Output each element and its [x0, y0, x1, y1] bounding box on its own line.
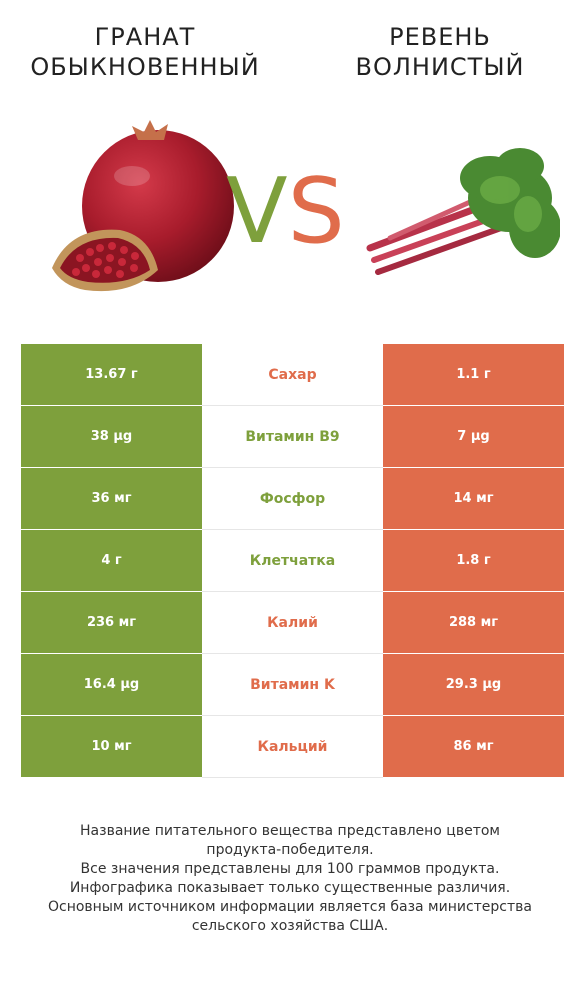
right-product-title: РЕВЕНЬ ВОЛНИСТЫЙ — [310, 22, 570, 82]
vs-s: S — [287, 159, 345, 264]
comparison-row: 38 µg Витамин B9 7 µg — [21, 405, 564, 468]
right-value: 7 µg — [383, 405, 564, 468]
footnote-line2: продукта-победителя. — [206, 842, 374, 858]
left-value: 4 г — [21, 529, 202, 592]
right-value: 29.3 µg — [383, 653, 564, 716]
comparison-row: 4 г Клетчатка 1.8 г — [21, 529, 564, 592]
vs-v: V — [226, 159, 288, 264]
left-value: 13.67 г — [21, 344, 202, 406]
left-value: 36 мг — [21, 467, 202, 530]
left-value: 10 мг — [21, 715, 202, 778]
right-value: 288 мг — [383, 591, 564, 654]
right-value: 14 мг — [383, 467, 564, 530]
left-title-line1: ГРАНАТ — [94, 23, 196, 51]
nutrient-name: Сахар — [202, 344, 383, 406]
comparison-row: 16.4 µg Витамин K 29.3 µg — [21, 653, 564, 716]
nutrient-name: Фосфор — [202, 467, 383, 530]
nutrient-name: Витамин B9 — [202, 405, 383, 468]
rhubarb-image — [366, 148, 560, 275]
footnote-line6: сельского хозяйства США. — [191, 918, 389, 934]
vs-label: VS — [226, 162, 356, 262]
right-title-line1: РЕВЕНЬ — [389, 23, 491, 51]
comparison-row: 36 мг Фосфор 14 мг — [21, 467, 564, 530]
right-value: 1.8 г — [383, 529, 564, 592]
nutrient-name: Витамин K — [202, 653, 383, 716]
pomegranate-image — [52, 120, 234, 292]
comparison-table: 13.67 г Сахар 1.1 г 38 µg Витамин B9 7 µg 36 м… — [21, 344, 564, 778]
nutrient-name: Калий — [202, 591, 383, 654]
footnote-line1: Название питательного вещества представл… — [80, 823, 500, 839]
footnote: Название питательного вещества представл… — [20, 822, 560, 936]
left-title-line2: ОБЫКНОВЕННЫЙ — [30, 53, 260, 81]
left-product-title: ГРАНАТ ОБЫКНОВЕННЫЙ — [0, 22, 290, 82]
footnote-line5: Основным источником информации является … — [48, 899, 532, 915]
comparison-row: 236 мг Калий 288 мг — [21, 591, 564, 654]
right-title-line2: ВОЛНИСТЫЙ — [355, 53, 525, 81]
footnote-line4: Инфографика показывает только существенн… — [69, 880, 511, 896]
left-value: 16.4 µg — [21, 653, 202, 716]
right-value: 86 мг — [383, 715, 564, 778]
left-value: 38 µg — [21, 405, 202, 468]
footnote-line3: Все значения представлены для 100 граммо… — [80, 861, 500, 877]
right-value: 1.1 г — [383, 344, 564, 406]
nutrient-name: Кальций — [202, 715, 383, 778]
comparison-row: 13.67 г Сахар 1.1 г — [21, 344, 564, 406]
left-value: 236 мг — [21, 591, 202, 654]
nutrient-name: Клетчатка — [202, 529, 383, 592]
comparison-row: 10 мг Кальций 86 мг — [21, 715, 564, 778]
